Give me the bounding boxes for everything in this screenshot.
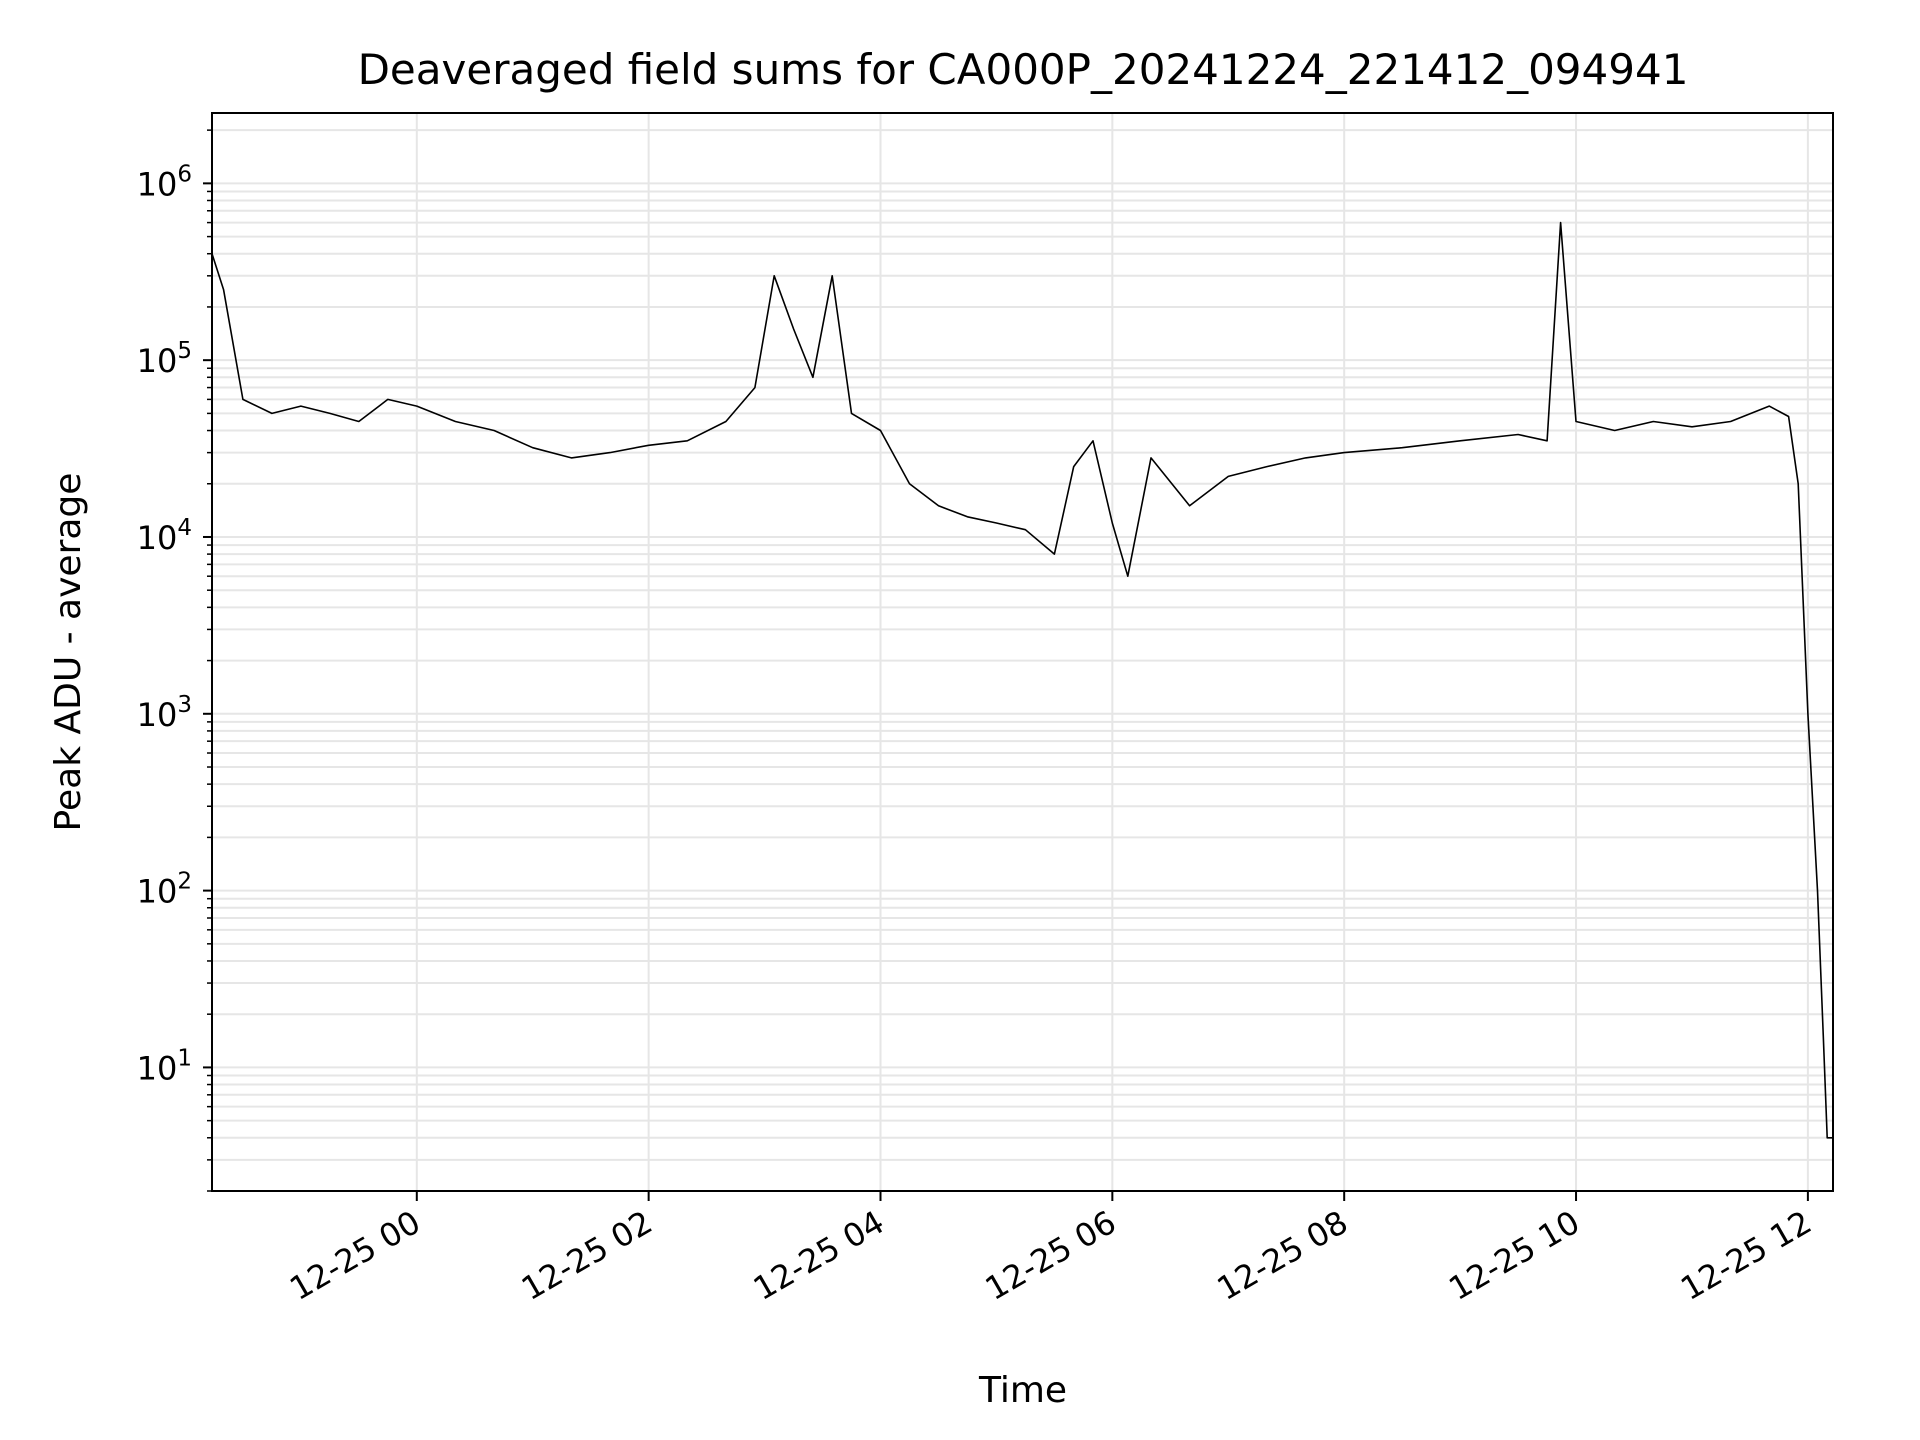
- y-tick-label: 101: [137, 1045, 192, 1087]
- y-tick-label: 104: [137, 515, 192, 557]
- y-tick-label: 106: [137, 161, 192, 203]
- plot-frame: [211, 112, 1834, 1192]
- series-line: [211, 221, 1833, 1139]
- y-tick-label: 105: [137, 338, 192, 380]
- y-tick-label: 102: [137, 869, 192, 911]
- y-axis-label: Peak ADU - average: [48, 473, 89, 832]
- y-axis: 101 102 103 104 105 106: [137, 129, 212, 1192]
- y-tick-label: 103: [137, 692, 192, 734]
- chart-title: Deaveraged field sums for CA000P_2024122…: [358, 45, 1689, 94]
- grid: [212, 113, 1833, 1192]
- x-axis-label: Time: [978, 1370, 1067, 1411]
- series-layer: [211, 221, 1833, 1139]
